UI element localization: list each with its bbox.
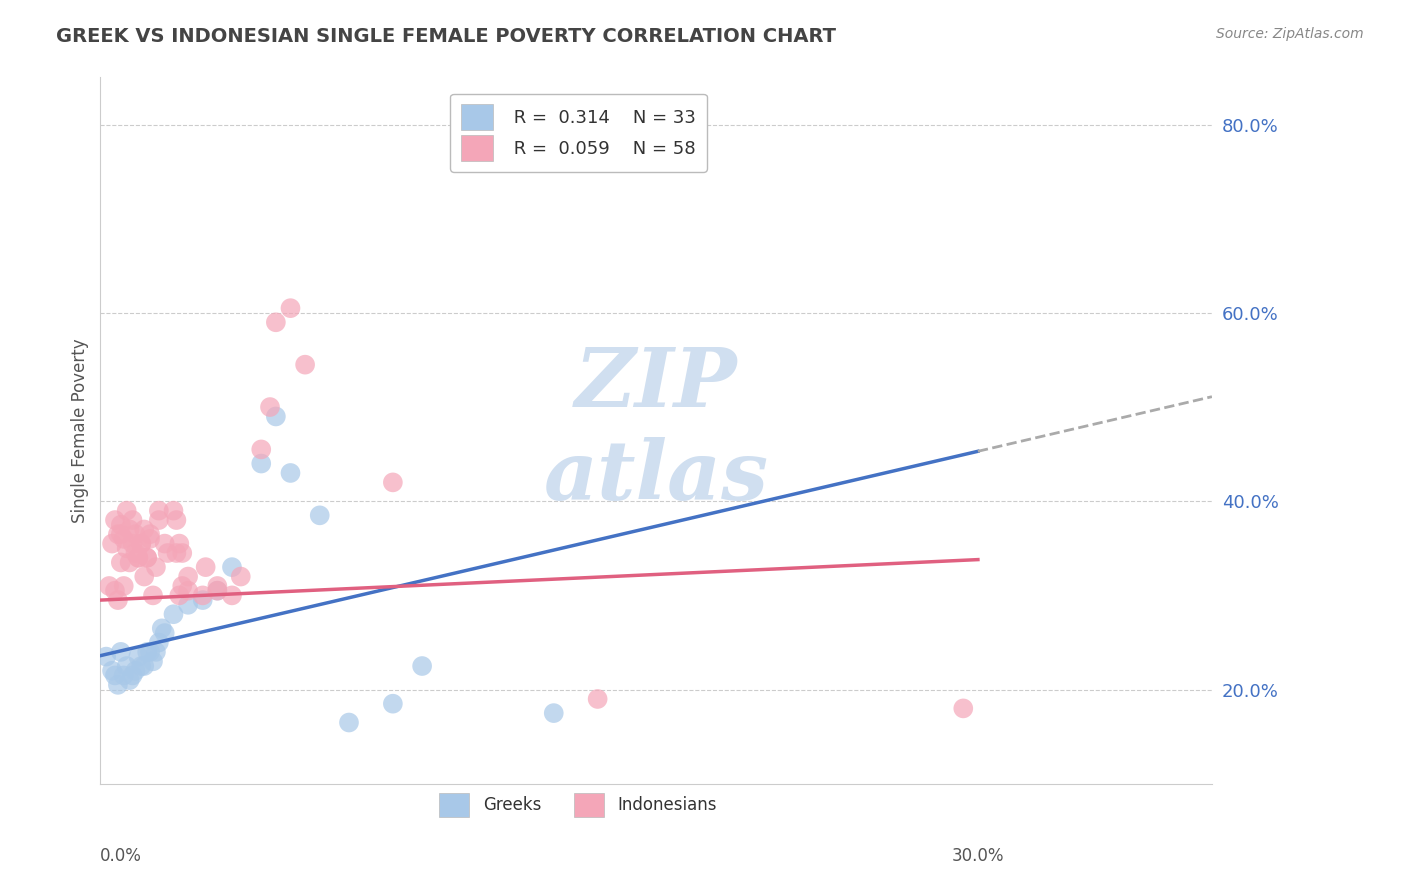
Point (121, 668, 143, 682)
Point (165, 513, 187, 527)
Point (145, 560, 167, 574)
Point (136, 645, 159, 659)
Point (229, 569, 252, 583)
Point (207, 579, 229, 593)
Point (148, 513, 170, 527)
Point (136, 550, 159, 565)
Point (207, 583, 229, 598)
Point (153, 626, 176, 640)
Point (131, 536, 153, 550)
Point (280, 466, 302, 480)
Point (952, 701, 974, 715)
Point (118, 673, 141, 687)
Point (136, 550, 159, 565)
Point (280, 301, 302, 315)
Point (250, 457, 273, 471)
Point (104, 583, 127, 598)
Text: 30.0%: 30.0% (952, 847, 1004, 865)
Point (115, 659, 138, 673)
Point (162, 503, 184, 517)
Point (177, 583, 200, 598)
Point (110, 527, 132, 541)
Point (127, 649, 149, 664)
Point (110, 556, 132, 570)
Point (264, 409, 287, 424)
Point (172, 546, 194, 560)
Point (586, 692, 609, 706)
Point (221, 588, 243, 602)
Point (194, 560, 217, 574)
Y-axis label: Single Female Poverty: Single Female Poverty (72, 338, 89, 523)
Point (156, 546, 179, 560)
Point (148, 503, 170, 517)
Point (118, 523, 141, 537)
Point (145, 645, 167, 659)
Point (207, 583, 229, 598)
Point (110, 645, 132, 659)
Point (139, 532, 162, 546)
Point (101, 536, 124, 550)
Point (107, 527, 129, 541)
Text: GREEK VS INDONESIAN SINGLE FEMALE POVERTY CORRELATION CHART: GREEK VS INDONESIAN SINGLE FEMALE POVERT… (56, 27, 837, 45)
Point (115, 541, 138, 556)
Point (121, 513, 143, 527)
Point (177, 569, 200, 583)
Point (127, 550, 149, 565)
Point (169, 588, 191, 602)
Point (96, 649, 118, 664)
Point (411, 659, 433, 673)
Point (110, 517, 132, 532)
Point (381, 697, 404, 711)
Point (131, 536, 153, 550)
Point (107, 593, 129, 607)
Point (104, 513, 127, 527)
Point (264, 315, 287, 329)
Text: Source: ZipAtlas.com: Source: ZipAtlas.com (1216, 27, 1364, 41)
Point (98, 579, 121, 593)
Point (259, 400, 281, 414)
Point (112, 579, 135, 593)
Legend: Greeks, Indonesians: Greeks, Indonesians (432, 785, 725, 825)
Point (221, 560, 243, 574)
Point (127, 550, 149, 565)
Point (543, 706, 565, 720)
Point (308, 508, 330, 523)
Point (139, 645, 162, 659)
Point (134, 569, 156, 583)
Point (337, 715, 360, 730)
Point (294, 358, 316, 372)
Point (191, 588, 214, 602)
Point (162, 607, 184, 622)
Point (124, 664, 146, 678)
Point (177, 598, 200, 612)
Point (148, 635, 170, 649)
Point (101, 664, 124, 678)
Point (172, 579, 194, 593)
Point (121, 536, 143, 550)
Point (165, 546, 187, 560)
Point (131, 659, 153, 673)
Point (115, 503, 138, 517)
Point (134, 523, 156, 537)
Point (169, 536, 191, 550)
Point (142, 588, 165, 602)
Point (142, 654, 165, 668)
Point (381, 475, 404, 490)
Point (107, 678, 129, 692)
Point (118, 556, 141, 570)
Point (124, 546, 146, 560)
Point (134, 659, 156, 673)
Point (112, 532, 135, 546)
Text: ZIP
atlas: ZIP atlas (544, 344, 769, 516)
Point (150, 621, 173, 635)
Point (104, 668, 127, 682)
Point (112, 668, 135, 682)
Point (139, 527, 162, 541)
Point (191, 593, 214, 607)
Text: 0.0%: 0.0% (100, 847, 142, 865)
Point (153, 536, 176, 550)
Point (250, 442, 273, 457)
Point (124, 527, 146, 541)
